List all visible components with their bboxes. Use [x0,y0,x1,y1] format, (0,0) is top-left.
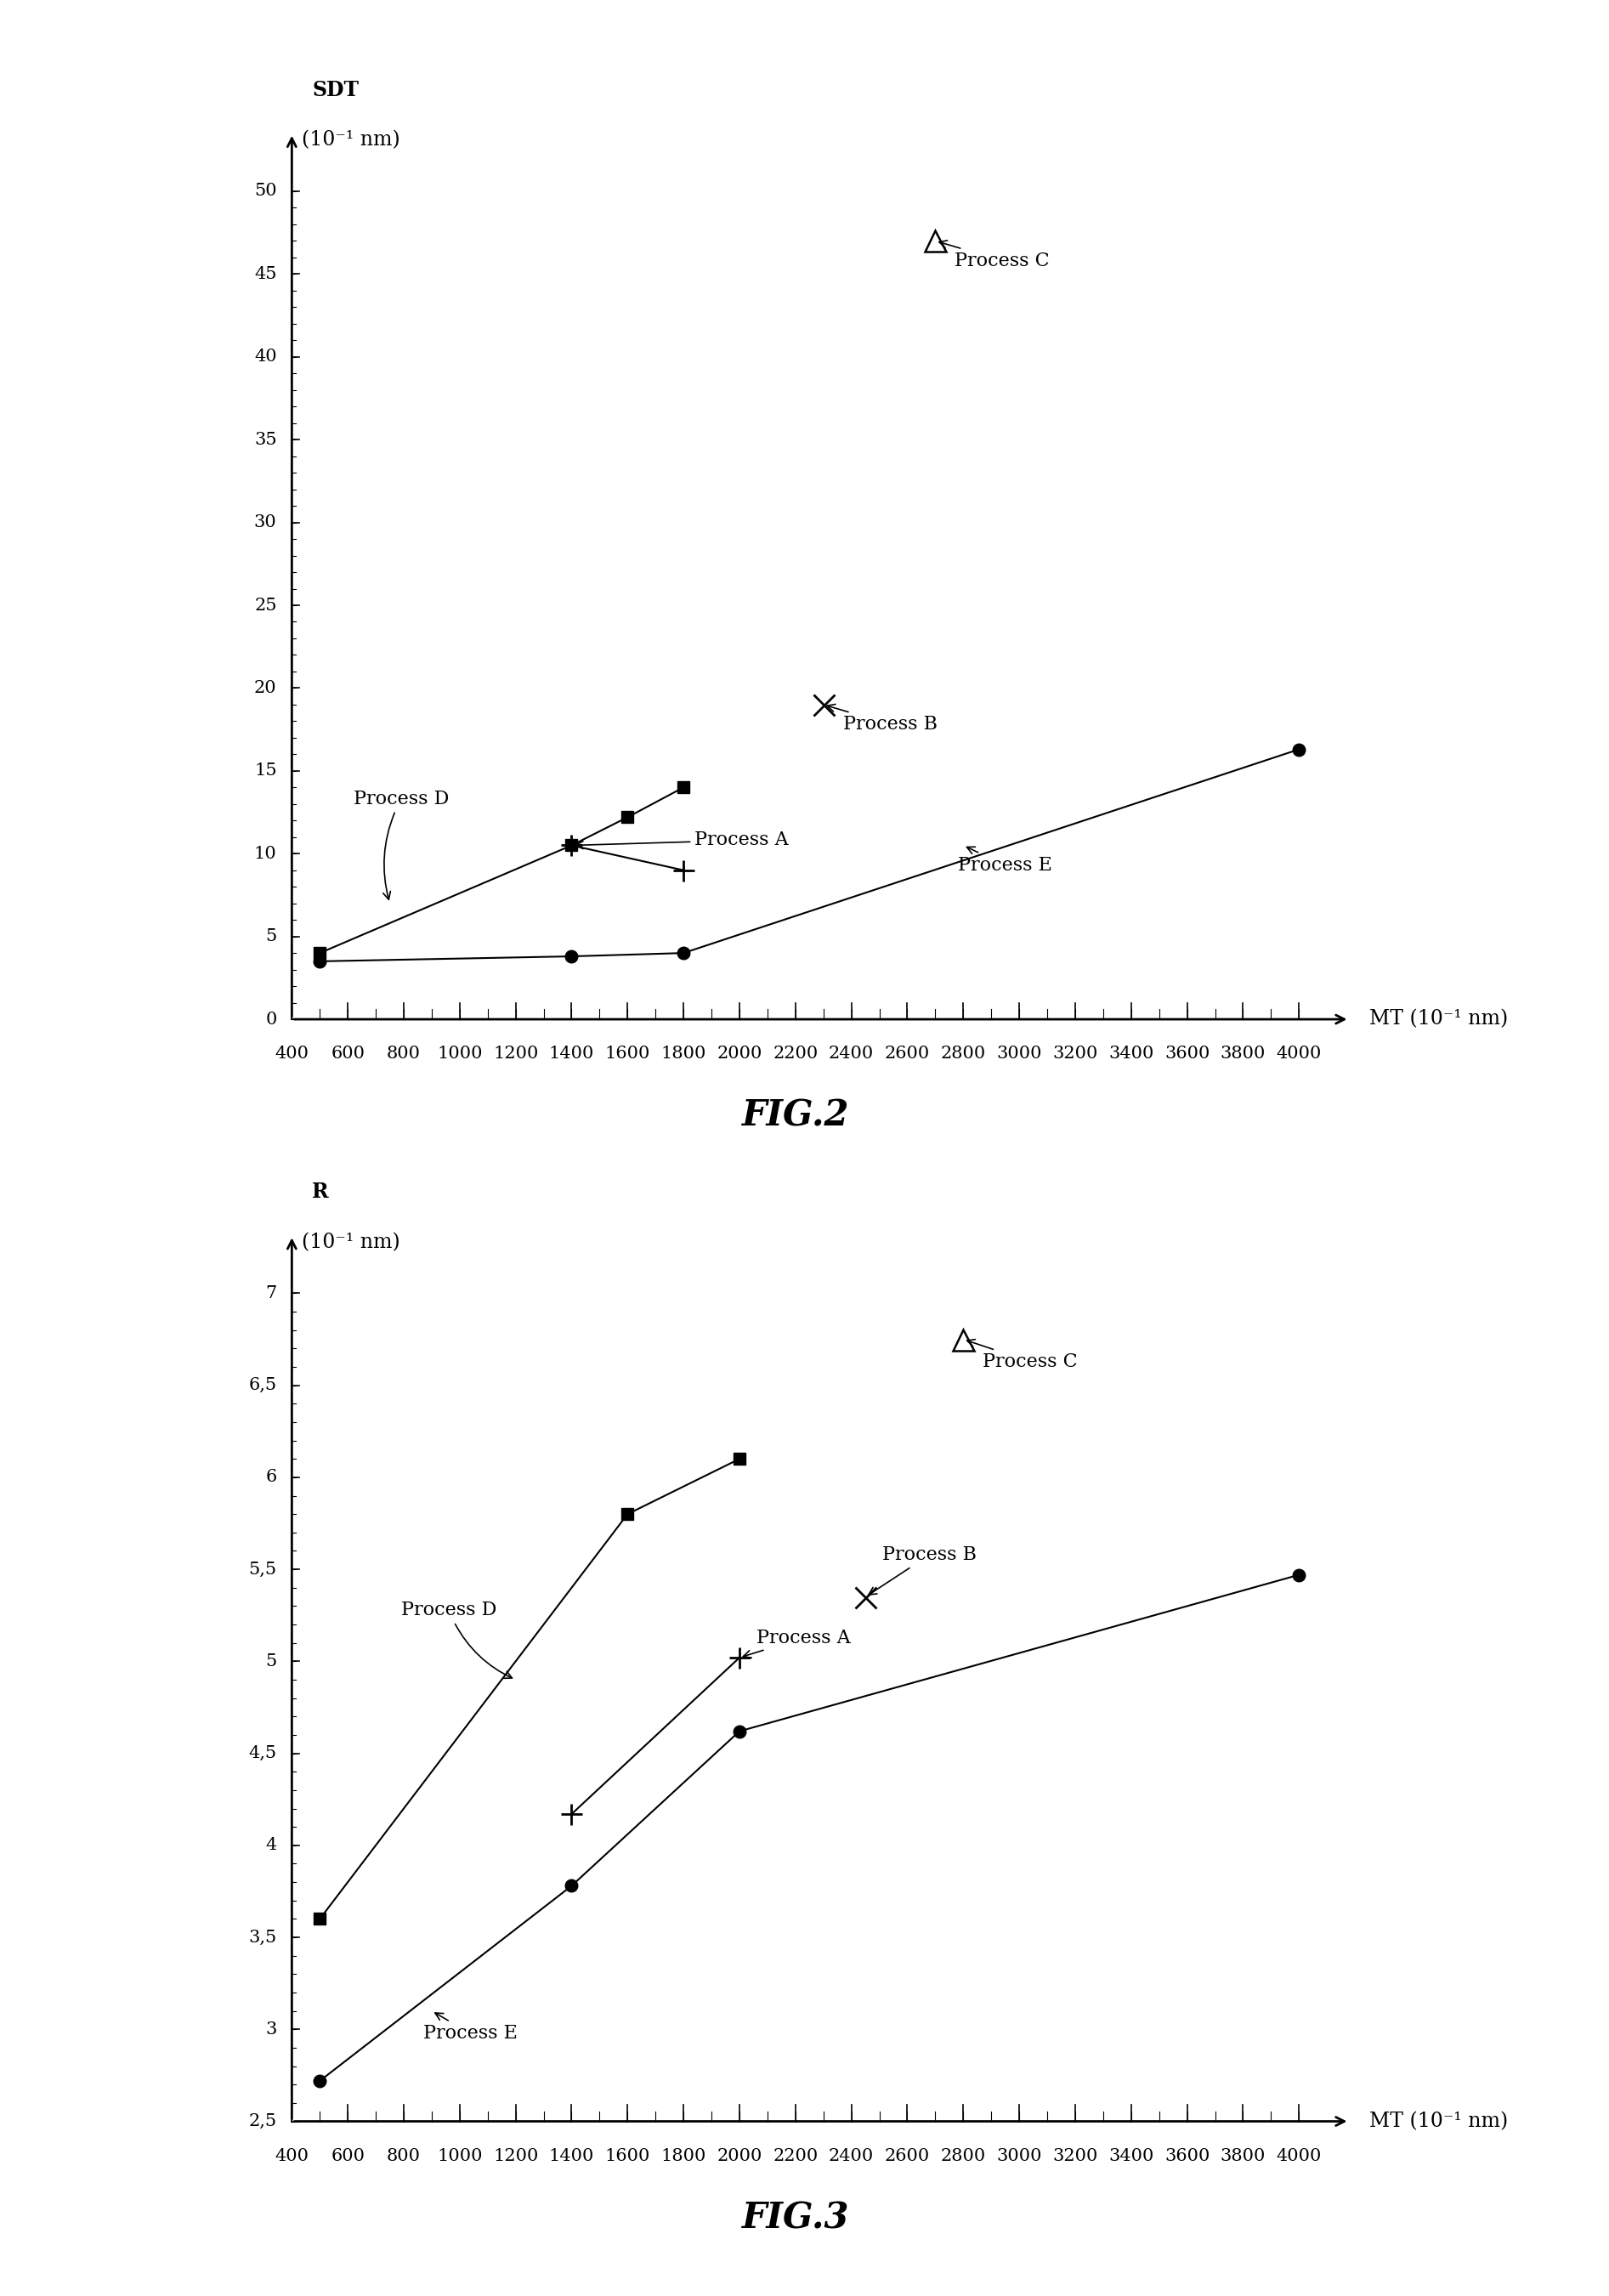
Text: 2400: 2400 [829,1045,874,1063]
Text: 400: 400 [275,2147,309,2165]
Text: 400: 400 [275,1045,309,1063]
Text: 45: 45 [254,266,277,282]
Text: 3600: 3600 [1165,1045,1210,1063]
Text: 2400: 2400 [829,2147,874,2165]
Text: 6,5: 6,5 [248,1378,277,1394]
Text: 2800: 2800 [941,2147,986,2165]
Text: 1200: 1200 [492,1045,539,1063]
Text: 3800: 3800 [1220,2147,1266,2165]
Text: SDT: SDT [312,80,359,101]
Text: 50: 50 [254,184,277,200]
Text: 1400: 1400 [549,2147,594,2165]
Text: 3400: 3400 [1109,2147,1154,2165]
Text: Process A: Process A [743,1628,850,1658]
Text: 5: 5 [265,1653,277,1669]
Text: MT (10⁻¹ nm): MT (10⁻¹ nm) [1369,2112,1508,2131]
Text: 3: 3 [265,2020,277,2037]
Text: 1000: 1000 [438,1045,483,1063]
Text: 1600: 1600 [605,1045,650,1063]
Text: 2800: 2800 [941,1045,986,1063]
Text: 3000: 3000 [996,1045,1043,1063]
Text: 3400: 3400 [1109,1045,1154,1063]
Text: 0: 0 [265,1010,277,1026]
Text: 800: 800 [386,2147,420,2165]
Text: 15: 15 [254,762,277,778]
Text: 2200: 2200 [772,2147,817,2165]
Text: R: R [312,1182,328,1203]
Text: 30: 30 [254,514,277,530]
Text: 4,5: 4,5 [248,1745,277,1761]
Text: Process B: Process B [869,1545,977,1596]
Text: Process C: Process C [967,1339,1078,1371]
Text: 4: 4 [265,1837,277,1853]
Text: 2200: 2200 [772,1045,817,1063]
Text: Process E: Process E [423,2014,518,2043]
Text: 6: 6 [265,1469,277,1486]
Text: 1800: 1800 [661,2147,706,2165]
Text: 1000: 1000 [438,2147,483,2165]
Text: 5,5: 5,5 [248,1561,277,1577]
Text: 3200: 3200 [1052,1045,1097,1063]
Text: 40: 40 [254,349,277,365]
Text: (10⁻¹ nm): (10⁻¹ nm) [302,131,401,149]
Text: 600: 600 [331,2147,365,2165]
Text: 7: 7 [265,1286,277,1302]
Text: 2000: 2000 [716,2147,763,2165]
Text: Process D: Process D [354,790,449,900]
Text: Process B: Process B [827,705,938,735]
Text: 20: 20 [254,680,277,696]
Text: 3000: 3000 [996,2147,1043,2165]
Text: 3600: 3600 [1165,2147,1210,2165]
Text: 800: 800 [386,1045,420,1063]
Text: MT (10⁻¹ nm): MT (10⁻¹ nm) [1369,1010,1508,1029]
Text: 2600: 2600 [885,1045,930,1063]
Text: 3,5: 3,5 [248,1929,277,1945]
Text: Process C: Process C [940,241,1049,271]
Text: 1400: 1400 [549,1045,594,1063]
Text: 600: 600 [331,1045,365,1063]
Text: 2600: 2600 [885,2147,930,2165]
Text: 3200: 3200 [1052,2147,1097,2165]
Text: 3800: 3800 [1220,1045,1266,1063]
Text: 1600: 1600 [605,2147,650,2165]
Text: Process E: Process E [957,847,1052,875]
Text: 2,5: 2,5 [248,2112,277,2128]
Text: FIG.3: FIG.3 [742,2200,850,2236]
Text: Process A: Process A [576,831,788,850]
Text: 35: 35 [254,432,277,448]
Text: Process D: Process D [401,1600,512,1678]
Text: (10⁻¹ nm): (10⁻¹ nm) [302,1233,401,1251]
Text: 5: 5 [265,928,277,944]
Text: 1200: 1200 [492,2147,539,2165]
Text: 2000: 2000 [716,1045,763,1063]
Text: 4000: 4000 [1276,2147,1321,2165]
Text: FIG.2: FIG.2 [742,1097,850,1134]
Text: 10: 10 [254,845,277,861]
Text: 1800: 1800 [661,1045,706,1063]
Text: 25: 25 [254,597,277,613]
Text: 4000: 4000 [1276,1045,1321,1063]
